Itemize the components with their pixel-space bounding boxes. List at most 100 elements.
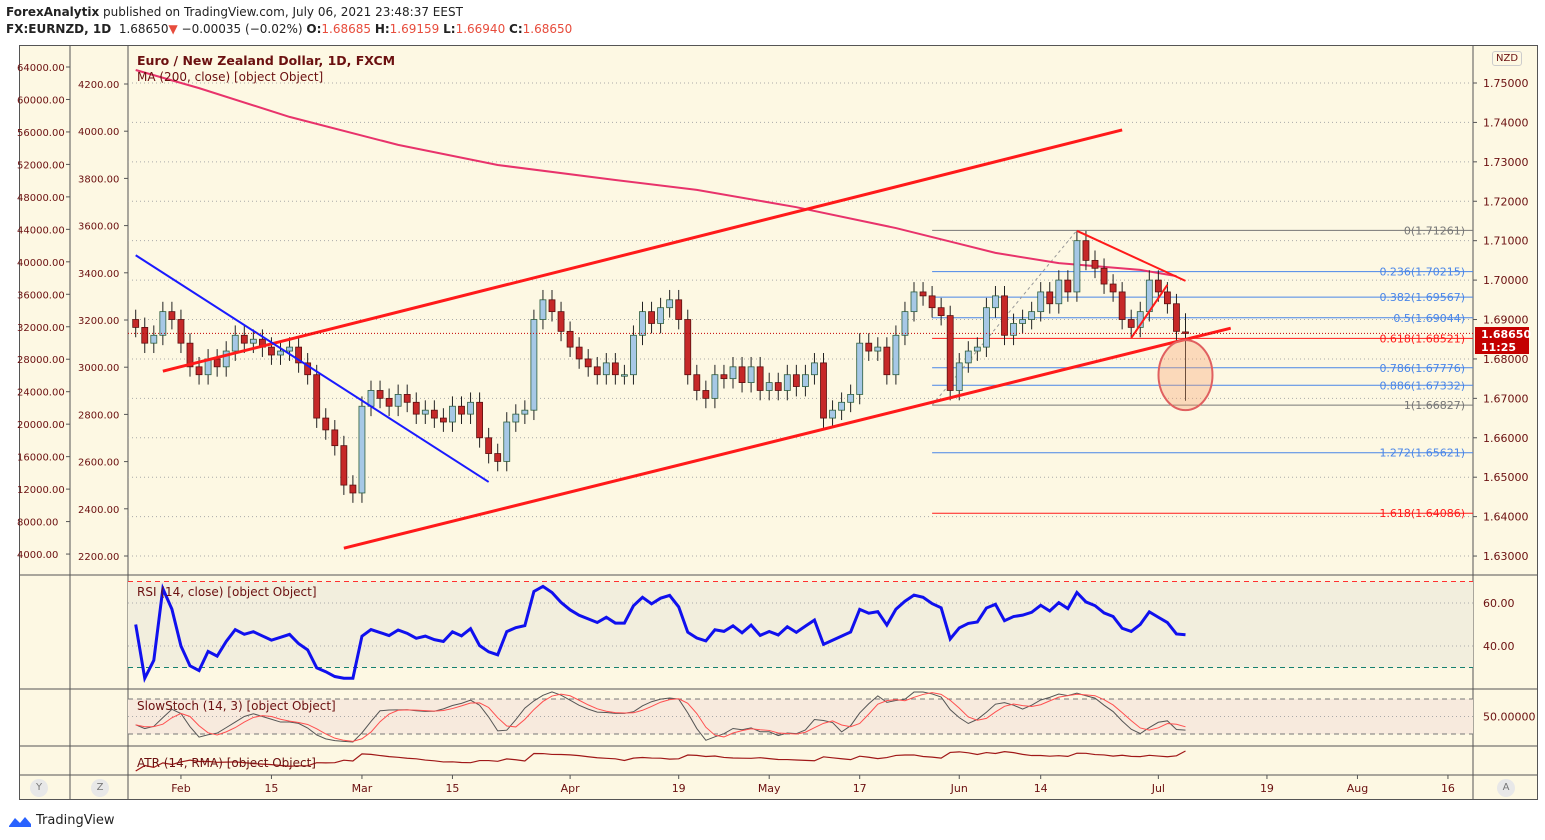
left-axis-2-label: 4200.00 (78, 80, 119, 91)
left-axis-1-label: 64000.00 (17, 63, 65, 74)
candle (277, 341, 284, 365)
author[interactable]: ForexAnalytix (6, 5, 100, 19)
candle (168, 301, 176, 330)
price-tag: 1.68650 11:25 (1475, 327, 1531, 354)
candle-body (747, 366, 755, 383)
candle (421, 400, 429, 424)
time-axis-label: Jun (950, 782, 968, 795)
tradingview-logo-icon (9, 816, 31, 827)
fib-level-label: 0.618(1.68521) (1379, 332, 1465, 345)
candle-body (1182, 331, 1189, 334)
atr-legend[interactable]: ATR (14, RMA) [object Object] (137, 756, 316, 770)
candle (494, 443, 502, 472)
fib-level-label: 1(1.66827) (1404, 399, 1465, 412)
rsi-axis-label: 60.00 (1483, 597, 1515, 610)
candle (992, 286, 999, 318)
price-axis-label: 1.70000 (1483, 274, 1529, 287)
time-axis-label: 19 (672, 782, 686, 795)
candle (1010, 313, 1017, 346)
candle-body (811, 362, 818, 376)
candle-body (439, 417, 447, 423)
candle-body (231, 334, 239, 352)
candle-body (1173, 303, 1180, 332)
auto-scale-button[interactable]: A (1497, 779, 1515, 797)
candle-body (286, 346, 293, 352)
candle (937, 297, 945, 326)
currency-button[interactable]: NZD (1492, 51, 1523, 66)
candle-body (476, 401, 484, 439)
candle (765, 372, 773, 401)
candle (1136, 301, 1144, 338)
time-axis-label: Apr (561, 782, 581, 795)
rsi-axis-label: 40.00 (1483, 640, 1515, 653)
candle-body (430, 409, 438, 419)
candle (340, 435, 348, 495)
candle-body (240, 334, 248, 344)
candle-body (883, 346, 891, 376)
candle-body (621, 374, 628, 377)
candle-body (838, 401, 845, 411)
candle-body (213, 358, 221, 368)
candle-body (1019, 319, 1026, 324)
candle-body (512, 413, 520, 423)
downtrend-blue-trendline (135, 254, 490, 483)
candle (874, 337, 882, 361)
candle (928, 286, 936, 318)
candle (439, 408, 447, 432)
candle-body (684, 319, 692, 376)
left-axis-1-label: 44000.00 (17, 225, 65, 236)
tradingview-logo[interactable]: TradingView (8, 813, 115, 828)
candle-body (1073, 240, 1081, 293)
candle (358, 396, 366, 503)
candle (557, 301, 565, 342)
candle (1019, 309, 1026, 334)
rsi-legend[interactable]: RSI (14, close) [object Object] (137, 585, 317, 599)
candle (412, 392, 420, 424)
candle-body (1055, 279, 1063, 305)
candle-body (412, 401, 420, 415)
price-axis-label: 1.74000 (1483, 116, 1529, 129)
fib-level-label: 0(1.71261) (1404, 224, 1465, 237)
low-label: L: (443, 22, 456, 36)
candle-body (141, 327, 149, 344)
candle-body (1010, 323, 1017, 336)
left-axis-2-label: 2600.00 (78, 458, 119, 469)
triangle-lower-trendline (1130, 284, 1169, 339)
fib-level-label: 1.618(1.64086) (1379, 507, 1465, 520)
stoch-axis-label: 50.00000 (1483, 711, 1536, 724)
candle-body (584, 358, 592, 368)
candle-body (630, 334, 637, 376)
z-button[interactable]: Z (91, 779, 109, 797)
candle (186, 333, 194, 377)
candle (1173, 293, 1180, 342)
candle (141, 317, 149, 354)
candle-body (720, 374, 728, 380)
candle-body (539, 299, 547, 320)
candle-body (901, 311, 909, 336)
chart-frame[interactable] (19, 45, 1538, 800)
stoch-legend[interactable]: SlowStoch (14, 3) [object Object] (137, 699, 336, 713)
fib-level-label: 0.236(1.70215) (1379, 266, 1465, 279)
candle (485, 427, 493, 464)
candle-body (1028, 311, 1036, 320)
candle (892, 325, 900, 385)
price-axis-label: 1.73000 (1483, 156, 1529, 169)
y-button[interactable]: Y (30, 779, 48, 797)
candle (548, 289, 556, 322)
symbol: FX:EURNZD, 1D (6, 22, 112, 36)
channel-lower-trendline (343, 326, 1232, 550)
ma-legend[interactable]: MA (200, close) [object Object] (137, 70, 324, 84)
candle (394, 384, 402, 417)
candle (213, 349, 221, 377)
candle-body (575, 346, 583, 360)
candle (630, 325, 637, 385)
candle-body (593, 366, 601, 376)
price-axis-label: 1.69000 (1483, 314, 1529, 327)
candle (847, 384, 855, 413)
left-axis-2-label: 3800.00 (78, 174, 119, 185)
time-axis-label: Mar (352, 782, 373, 795)
left-axis-2-label: 3400.00 (78, 269, 119, 280)
candle-body (340, 445, 348, 486)
atr-line (135, 750, 1186, 772)
